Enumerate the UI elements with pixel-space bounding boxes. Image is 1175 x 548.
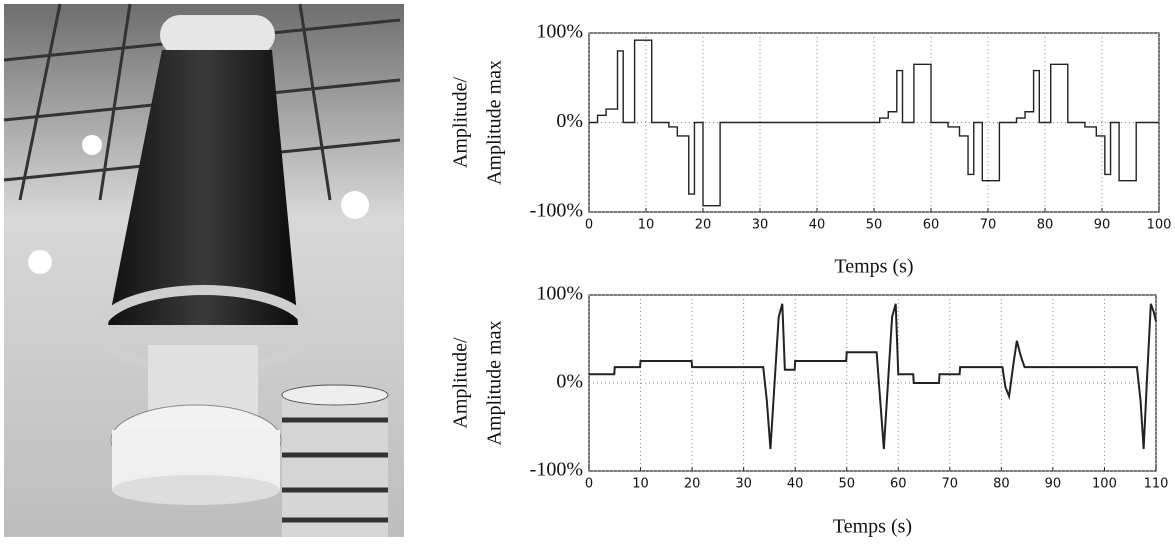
x-tick-label: 40 (787, 477, 804, 492)
y-tick-label: -100% (530, 200, 583, 222)
y-tick-label: 0% (556, 110, 583, 132)
x-tick-label: 70 (980, 218, 997, 233)
x-tick-label: 90 (1045, 477, 1062, 492)
x-tick-label: 10 (632, 477, 649, 492)
x-tick-label: 80 (1037, 218, 1054, 233)
y-tick-label: 100% (536, 21, 583, 43)
y-axis-label: Amplitude/ (450, 337, 472, 429)
x-tick-label: 50 (866, 218, 883, 233)
x-tick-label: 60 (923, 218, 940, 233)
y-tick-label: 0% (556, 371, 583, 393)
x-tick-label: 70 (942, 477, 959, 492)
y-tick-label: -100% (530, 459, 583, 481)
y-axis-label: Amplitude max (484, 60, 506, 185)
x-tick-label: 100 (1092, 477, 1117, 492)
signal-line (589, 303, 1157, 450)
x-tick-label: 50 (838, 477, 855, 492)
chart: 0 10 20 30 40 50 60 70 80 90 100 -100% 0% 100% Temps (… (450, 21, 1172, 278)
x-tick-label: 0 (585, 477, 593, 492)
x-tick-label: 60 (890, 477, 907, 492)
x-axis-label: Temps (s) (834, 256, 913, 278)
x-tick-label: 40 (809, 218, 826, 233)
x-tick-label: 30 (752, 218, 769, 233)
x-tick-label: 10 (638, 218, 655, 233)
x-tick-label: 80 (993, 477, 1010, 492)
plot-frame (588, 294, 1157, 472)
photo (3, 3, 404, 537)
x-tick-label: 100 (1147, 218, 1172, 233)
y-axis-label: Amplitude/ (450, 77, 472, 169)
x-tick-label: 90 (1094, 218, 1111, 233)
y-tick-label: 100% (536, 283, 583, 305)
x-tick-label: 20 (695, 218, 712, 233)
chart: 0 10 20 30 40 50 60 70 80 90 100 110 -100% 0% 100% Temp… (450, 283, 1169, 538)
x-tick-label: 20 (684, 477, 701, 492)
x-tick-label: 30 (735, 477, 752, 492)
x-tick-label: 0 (585, 218, 593, 233)
x-tick-label: 110 (1144, 477, 1169, 492)
y-axis-label: Amplitude max (484, 321, 506, 446)
signal-line (589, 39, 1159, 207)
x-axis-label: Temps (s) (833, 516, 912, 538)
